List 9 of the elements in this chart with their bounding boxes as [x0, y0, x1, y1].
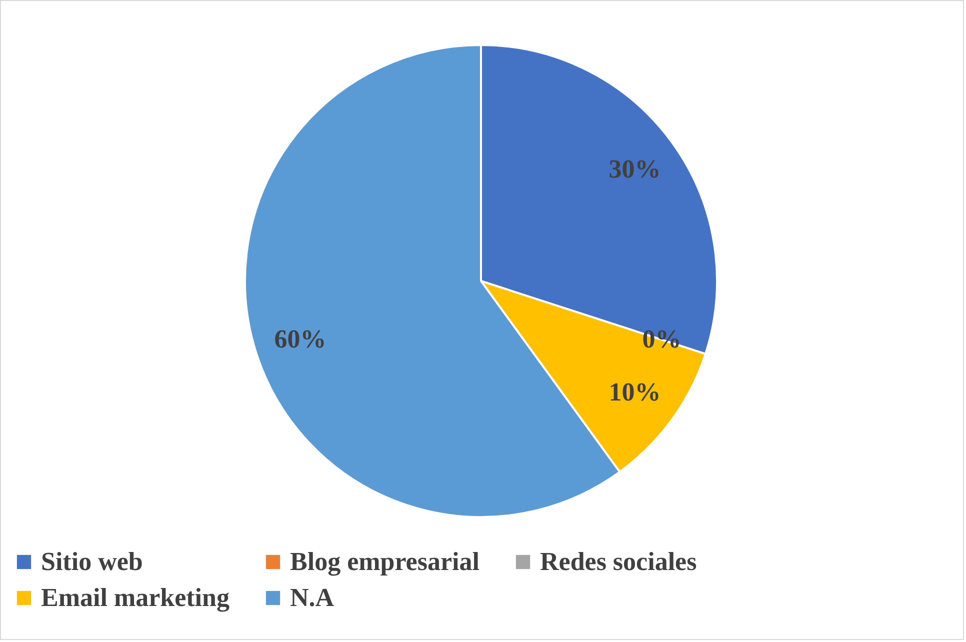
data-label: 10%	[608, 378, 661, 407]
legend-label: Redes sociales	[540, 547, 697, 576]
legend-label: Email marketing	[41, 583, 230, 612]
legend-label: Blog empresarial	[290, 547, 480, 576]
legend-label: N.A	[290, 583, 334, 612]
data-label: 30%	[608, 154, 661, 184]
data-label: 60%	[274, 324, 326, 354]
text: 0%	[642, 324, 682, 354]
legend-label: Sitio web	[41, 547, 143, 576]
